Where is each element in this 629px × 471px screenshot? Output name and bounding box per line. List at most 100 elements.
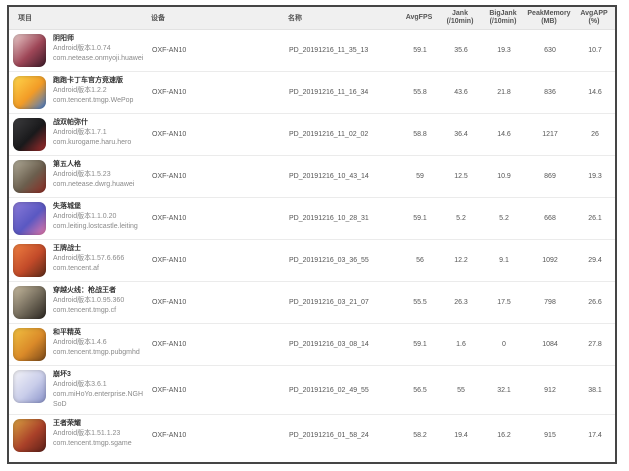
- avgapp-cell: 27.8: [588, 341, 602, 348]
- table-row[interactable]: 第五人格 Android版本1.5.23 com.netease.dwrg.hu…: [9, 156, 615, 198]
- game-title: 崩坏3: [53, 371, 71, 378]
- game-title: 王者荣耀: [53, 420, 81, 427]
- project-cell: 战双帕弥什 Android版本1.7.1 com.kurogame.haru.h…: [9, 114, 150, 155]
- device-cell: OXF-AN10: [152, 47, 187, 54]
- game-app-icon: [13, 76, 46, 109]
- table-row[interactable]: 王者荣耀 Android版本1.51.1.23 com.tencent.tmgp…: [9, 415, 615, 456]
- device-cell: OXF-AN10: [152, 257, 187, 264]
- game-package: com.miHoYo.enterprise.NGHSoD: [53, 391, 143, 408]
- avgapp-cell: 14.6: [588, 89, 602, 96]
- game-info: 崩坏3 Android版本3.6.1 com.miHoYo.enterprise…: [53, 370, 146, 410]
- report-name-cell: PD_20191216_03_36_55: [289, 257, 369, 264]
- column-header-name: 名称: [288, 14, 302, 22]
- report-name-cell: PD_20191216_11_16_34: [289, 89, 369, 96]
- report-name-cell: PD_20191216_01_58_24: [289, 432, 369, 439]
- table-row[interactable]: 战双帕弥什 Android版本1.7.1 com.kurogame.haru.h…: [9, 114, 615, 156]
- game-info: 王者荣耀 Android版本1.51.1.23 com.tencent.tmgp…: [53, 419, 146, 449]
- report-name-cell: PD_20191216_11_35_13: [289, 47, 369, 54]
- game-version: Android版本1.2.2: [53, 87, 107, 94]
- game-version: Android版本1.7.1: [53, 129, 107, 136]
- game-info: 战双帕弥什 Android版本1.7.1 com.kurogame.haru.h…: [53, 118, 146, 148]
- jank-cell: 55: [457, 386, 465, 394]
- bigjank-cell: 5.2: [499, 215, 509, 222]
- jank-cell: 1.6: [456, 341, 466, 348]
- device-cell: OXF-AN10: [152, 215, 187, 222]
- column-header-jank: Jank (/10min): [439, 10, 481, 26]
- table-row[interactable]: 阴阳师 Android版本1.0.74 com.netease.onmyoji.…: [9, 30, 615, 72]
- table-row[interactable]: 穿越火线：枪战王者 Android版本1.0.95.360 com.tencen…: [9, 282, 615, 324]
- bigjank-cell: 32.1: [497, 386, 511, 394]
- peakmemory-cell: 869: [544, 173, 556, 180]
- column-header-project: 项目: [18, 14, 32, 22]
- avgfps-cell: 55.5: [413, 299, 427, 306]
- bigjank-cell: 19.3: [497, 47, 511, 54]
- game-app-icon: [13, 328, 46, 361]
- game-app-icon: [13, 419, 46, 452]
- table-header-row: 项目 设备 名称 AvgFPS Jank (/10min) BigJank (/…: [9, 7, 615, 30]
- jank-cell: 5.2: [456, 215, 466, 222]
- game-app-icon: [13, 118, 46, 151]
- peakmemory-cell: 1092: [542, 257, 558, 264]
- game-package: com.tencent.tmgp.sgame: [53, 440, 132, 447]
- avgapp-cell: 19.3: [588, 173, 602, 180]
- project-cell: 和平精英 Android版本1.4.6 com.tencent.tmgp.pub…: [9, 324, 150, 365]
- jank-cell: 12.5: [454, 173, 468, 180]
- bigjank-cell: 9.1: [499, 257, 509, 264]
- header-sublabel: (%): [588, 18, 600, 25]
- game-app-icon: [13, 370, 46, 403]
- game-version: Android版本3.6.1: [53, 381, 107, 388]
- column-header-peakmemory: PeakMemory (MB): [525, 10, 573, 26]
- project-cell: 跑跑卡丁车官方竞速版 Android版本1.2.2 com.tencent.tm…: [9, 72, 150, 113]
- avgapp-cell: 29.4: [588, 257, 602, 264]
- game-title: 阴阳师: [53, 35, 74, 42]
- jank-cell: 19.4: [454, 432, 468, 439]
- game-title: 穿越火线：枪战王者: [53, 287, 116, 294]
- game-package: com.kurogame.haru.hero: [53, 139, 132, 146]
- table-row[interactable]: 跑跑卡丁车官方竞速版 Android版本1.2.2 com.tencent.tm…: [9, 72, 615, 114]
- device-cell: OXF-AN10: [152, 89, 187, 96]
- avgfps-cell: 56.5: [413, 386, 427, 394]
- peakmemory-cell: 836: [544, 89, 556, 96]
- report-name-cell: PD_20191216_10_43_14: [289, 173, 369, 180]
- game-info: 第五人格 Android版本1.5.23 com.netease.dwrg.hu…: [53, 160, 146, 190]
- game-package: com.netease.dwrg.huawei: [53, 181, 135, 188]
- avgfps-cell: 56: [416, 257, 424, 264]
- avgfps-cell: 55.8: [413, 89, 427, 96]
- peakmemory-cell: 915: [544, 432, 556, 439]
- game-title: 失落城堡: [53, 203, 81, 210]
- header-sublabel: (MB): [541, 18, 557, 25]
- project-cell: 王牌战士 Android版本1.57.6.666 com.tencent.af: [9, 240, 150, 281]
- jank-cell: 12.2: [454, 257, 468, 264]
- device-cell: OXF-AN10: [152, 173, 187, 180]
- game-package: com.tencent.tmgp.cf: [53, 307, 117, 314]
- table-row[interactable]: 崩坏3 Android版本3.6.1 com.miHoYo.enterprise…: [9, 366, 615, 415]
- report-name-cell: PD_20191216_02_49_55: [289, 386, 369, 394]
- peakmemory-cell: 798: [544, 299, 556, 306]
- jank-cell: 43.6: [454, 89, 468, 96]
- project-cell: 崩坏3 Android版本3.6.1 com.miHoYo.enterprise…: [9, 366, 150, 414]
- table-row[interactable]: 和平精英 Android版本1.4.6 com.tencent.tmgp.pub…: [9, 324, 615, 366]
- game-app-icon: [13, 160, 46, 193]
- avgfps-cell: 59.1: [413, 341, 427, 348]
- jank-cell: 26.3: [454, 299, 468, 306]
- game-info: 穿越火线：枪战王者 Android版本1.0.95.360 com.tencen…: [53, 286, 146, 316]
- header-label: BigJank: [489, 10, 517, 17]
- table-row[interactable]: 失落城堡 Android版本1.1.0.20 com.leiting.lostc…: [9, 198, 615, 240]
- game-title: 跑跑卡丁车官方竞速版: [53, 77, 123, 84]
- avgapp-cell: 26.6: [588, 299, 602, 306]
- avgfps-cell: 58.8: [413, 131, 427, 138]
- header-label: AvgAPP: [580, 10, 608, 17]
- report-name-cell: PD_20191216_03_08_14: [289, 341, 369, 348]
- device-cell: OXF-AN10: [152, 386, 187, 394]
- bigjank-cell: 21.8: [497, 89, 511, 96]
- game-info: 王牌战士 Android版本1.57.6.666 com.tencent.af: [53, 244, 146, 274]
- game-version: Android版本1.0.95.360: [53, 297, 125, 304]
- bigjank-cell: 16.2: [497, 432, 511, 439]
- device-cell: OXF-AN10: [152, 299, 187, 306]
- game-title: 第五人格: [53, 161, 81, 168]
- jank-cell: 36.4: [454, 131, 468, 138]
- game-version: Android版本1.57.6.666: [53, 255, 125, 262]
- table-row[interactable]: 王牌战士 Android版本1.57.6.666 com.tencent.af …: [9, 240, 615, 282]
- bigjank-cell: 0: [502, 341, 506, 348]
- peakmemory-cell: 1217: [542, 131, 558, 138]
